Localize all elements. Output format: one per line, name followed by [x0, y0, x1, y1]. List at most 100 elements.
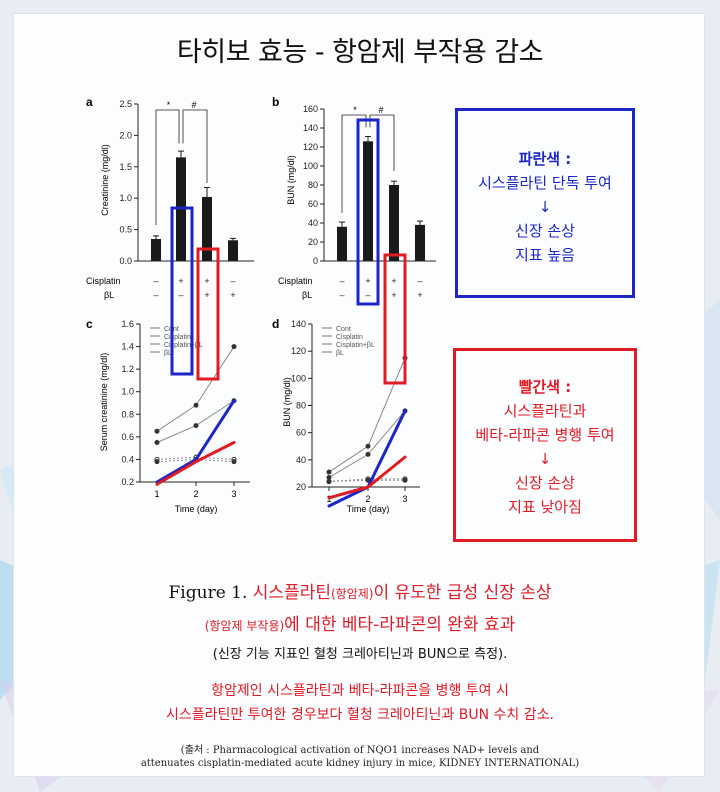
row-label-bl-b: βL — [302, 290, 312, 300]
panel-c-ytick-label: 1.4 — [121, 342, 134, 352]
panel-c-series-point — [193, 423, 199, 429]
panel-c-series-point — [231, 459, 237, 465]
panel-b-ytick-label: 80 — [308, 180, 318, 190]
chart-layer: 0.0 0.5 1.0 1.5 2.0 2.5 – – + – + + – + * #0 20 40 60 80 100… — [119, 99, 436, 508]
highlight-frame-red-b — [383, 253, 407, 385]
panel-a-cisplatin-sign: + — [204, 276, 209, 286]
panel-d-series-point — [365, 451, 371, 457]
panel-b-ytick-label: 0 — [313, 256, 318, 266]
panel-c-ylabel: Serum creatinine (mg/dl) — [99, 353, 109, 452]
panel-d-legend-label: Cisplatin — [336, 334, 363, 341]
panel-b-ytick-label: 60 — [308, 199, 318, 209]
panel-b-ytick-label: 20 — [308, 237, 318, 247]
panel-d-series-point — [365, 443, 371, 449]
caption-red1-small: (항암제) — [330, 587, 374, 601]
legend-red-line1: 시스플라틴과 — [503, 402, 587, 420]
panel-b-bl-sign: + — [417, 290, 422, 300]
legend-red-line4: 지표 낮아짐 — [508, 498, 582, 516]
panel-a-bar — [151, 239, 161, 261]
panel-d-xtick-label: 3 — [402, 494, 407, 504]
row-label-cisplatin-a: Cisplatin — [86, 276, 121, 286]
caption-red1: 시스플라틴 — [252, 583, 331, 603]
panel-a-ytick-label: 2.5 — [119, 99, 132, 109]
panel-b-bl-sign: – — [339, 290, 344, 300]
panel-c-ytick-label: 1.2 — [121, 364, 134, 374]
panel-c-ytick-label: 0.4 — [121, 454, 134, 464]
panel-label-c: c — [86, 317, 93, 331]
panel-b-bl-sign: – — [365, 290, 370, 300]
highlight-frame-blue-b — [356, 118, 380, 306]
panel-b-cisplatin-sign: + — [391, 276, 396, 286]
highlight-frame-blue-a — [170, 206, 194, 376]
panel-c-ytick-label: 0.2 — [121, 477, 134, 487]
source-line-2: attenuates cisplatin-mediated acute kidn… — [140, 758, 580, 769]
panel-d-series-point — [326, 479, 332, 485]
panel-d-ytick-label: 40 — [296, 455, 306, 465]
caption-line-2: (항암제 부작용)에 대한 베타-라파콘의 완화 효과 — [0, 610, 720, 635]
panel-c-series-line — [156, 458, 235, 463]
panel-a-bl-sign: – — [178, 290, 183, 300]
panel-a-ytick-label: 2.0 — [119, 130, 132, 140]
panel-b-ytick-label: 160 — [303, 104, 318, 114]
panel-b-bar — [363, 141, 373, 261]
panel-c-highlight-red — [155, 441, 236, 486]
panel-c-series-point — [154, 459, 160, 465]
panel-b-bracket-hash — [369, 114, 395, 171]
caption-dark2: 에 대한 베타-라파콘의 완화 효과 — [284, 615, 516, 635]
caption-line-1: Figure 1. 시스플라틴(항암제)이 유도한 급성 신장 손상 — [0, 578, 720, 603]
panel-d-ytick-label: 100 — [291, 373, 306, 383]
panel-b-ytick-label: 120 — [303, 142, 318, 152]
panel-b-cisplatin-sign: – — [417, 276, 422, 286]
panel-d-xtick-label: 2 — [365, 494, 370, 504]
panel-d-series-point — [326, 474, 332, 480]
panel-b-ytick-label: 140 — [303, 123, 318, 133]
panel-a-ylabel: Creatinine (mg/dl) — [100, 144, 110, 216]
panel-c-xtick-label: 1 — [154, 489, 159, 499]
panel-a-cisplatin-sign: + — [178, 276, 183, 286]
panel-c-ytick-label: 0.8 — [121, 409, 134, 419]
legend-blue-line2: 신장 손상 — [515, 222, 575, 240]
highlight-frame-red-a — [196, 247, 220, 381]
legend-blue-line1: 시스플라틴 단독 투여 — [478, 174, 612, 192]
panel-b-annotation-hash: # — [378, 105, 383, 115]
panel-b-bracket-star — [341, 114, 367, 213]
caption-note: (신장 기능 지표인 혈청 크레아티닌과 BUN으로 측정). — [212, 647, 508, 662]
panel-c-xtick-label: 2 — [193, 489, 198, 499]
panel-b-annotation-star: * — [353, 105, 357, 115]
panel-d-ytick-label: 20 — [296, 482, 306, 492]
panel-c-ytick-label: 1.6 — [121, 319, 134, 329]
panel-c-series-point — [154, 440, 160, 445]
panel-b-ytick-label: 100 — [303, 161, 318, 171]
panel-c-series-point — [193, 402, 199, 408]
panel-d-ytick-label: 80 — [296, 401, 306, 411]
legend-red-box: 빨간색 : 시스플라틴과 베타-라파콘 병행 투여 ↓ 신장 손상 지표 낮아짐 — [453, 348, 637, 542]
panel-a-ytick-label: 0.0 — [119, 256, 132, 266]
panel-a-bl-sign: + — [204, 290, 209, 300]
panel-a-bracket-star — [155, 109, 180, 226]
caption-fig: Figure 1. — [168, 583, 248, 603]
panel-b-ylabel: BUN (mg/dl) — [286, 155, 296, 205]
panel-d-ytick-label: 120 — [291, 346, 306, 356]
panel-a-cisplatin-sign: – — [153, 276, 158, 286]
panel-c-legend-label: Cisplatin+βL — [164, 342, 203, 349]
legend-red-line2: 베타-라파콘 병행 투여 — [475, 426, 615, 444]
panel-label-a: a — [86, 95, 93, 109]
panel-d-ytick-label: 60 — [296, 428, 306, 438]
panel-d-xlabel: Time (day) — [347, 504, 390, 514]
panel-d-highlight-blue — [327, 409, 407, 508]
legend-blue-box: 파란색 : 시스플라틴 단독 투여 ↓ 신장 손상 지표 높음 — [455, 108, 635, 298]
panel-b-cisplatin-sign: – — [339, 276, 344, 286]
source-line-1: (출처 : Pharmacological activation of NQO1… — [180, 745, 540, 756]
panel-c-series-line — [156, 456, 235, 460]
panel-c-xlabel: Time (day) — [175, 504, 218, 514]
panel-b-bar — [337, 226, 347, 261]
caption-summary-1: 항암제인 시스플라틴과 베타-라파콘을 병행 투여 시 — [211, 683, 509, 699]
panel-a-bar — [228, 240, 238, 261]
panel-label-b: b — [272, 95, 279, 109]
panel-c-ytick-label: 0.6 — [121, 432, 134, 442]
panel-d-ytick-label: 140 — [291, 319, 306, 329]
panel-a-cisplatin-sign: – — [230, 276, 235, 286]
caption-red2-small: (항암제 부작용) — [204, 619, 285, 633]
row-label-cisplatin-b: Cisplatin — [278, 276, 313, 286]
